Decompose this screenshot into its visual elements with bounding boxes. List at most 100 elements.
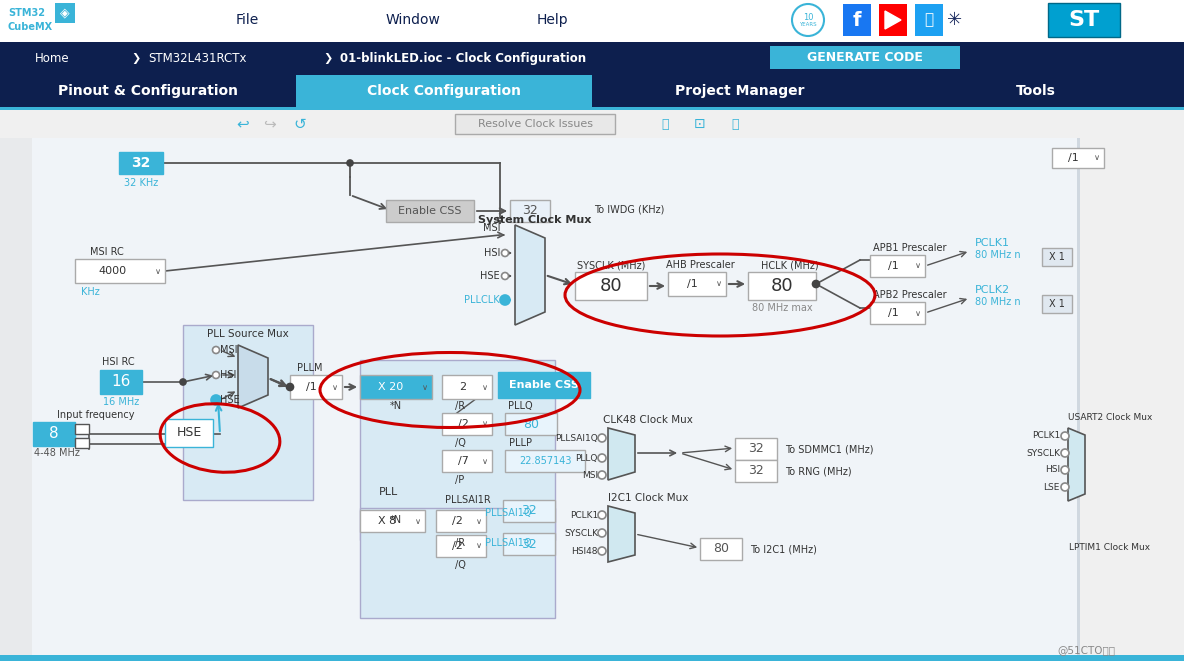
- Text: 4-48 MHz: 4-48 MHz: [34, 448, 81, 458]
- Bar: [0, 107, 1184, 110]
- Text: GENERATE CODE: GENERATE CODE: [807, 51, 924, 64]
- Polygon shape: [238, 345, 268, 408]
- Text: 8: 8: [50, 426, 59, 442]
- Text: PLLM: PLLM: [297, 363, 323, 373]
- Circle shape: [812, 280, 819, 288]
- Text: HSI48: HSI48: [572, 547, 598, 555]
- Circle shape: [598, 547, 606, 555]
- Text: LSE: LSE: [1043, 483, 1060, 492]
- Text: HSI: HSI: [483, 248, 500, 258]
- Text: STM32L431RCTx: STM32L431RCTx: [148, 52, 246, 65]
- Bar: [75, 438, 89, 448]
- Text: X 20: X 20: [378, 382, 403, 392]
- Bar: [915, 4, 942, 36]
- Bar: [120, 152, 163, 174]
- Text: 2: 2: [459, 382, 466, 392]
- Text: PLL: PLL: [379, 487, 398, 497]
- Text: PLLSAI1R: PLLSAI1R: [445, 495, 491, 505]
- Text: Help: Help: [536, 13, 568, 27]
- Text: /P: /P: [456, 475, 464, 485]
- Bar: [184, 325, 313, 500]
- Text: 32: 32: [748, 465, 764, 477]
- Text: /R: /R: [455, 538, 465, 548]
- Bar: [843, 4, 871, 36]
- Text: 10: 10: [803, 13, 813, 22]
- Text: PLLCLK: PLLCLK: [464, 295, 500, 305]
- Text: ∨: ∨: [482, 383, 488, 391]
- Text: ∨: ∨: [482, 420, 488, 428]
- Bar: [33, 422, 75, 446]
- Text: To I2C1 (MHz): To I2C1 (MHz): [749, 544, 817, 554]
- Bar: [748, 272, 816, 300]
- Text: ∨: ∨: [155, 266, 161, 276]
- Text: 80: 80: [599, 277, 623, 295]
- Text: PCLK1: PCLK1: [570, 510, 598, 520]
- Bar: [1077, 138, 1080, 661]
- Bar: [506, 413, 556, 435]
- Bar: [770, 46, 960, 69]
- Circle shape: [500, 295, 510, 305]
- Text: /Q: /Q: [455, 560, 465, 570]
- Polygon shape: [884, 11, 901, 29]
- Text: ✳: ✳: [947, 11, 963, 29]
- Text: ❯: ❯: [131, 53, 141, 64]
- Text: PCLK1: PCLK1: [1031, 432, 1060, 440]
- Bar: [360, 508, 555, 618]
- Text: HSI RC: HSI RC: [102, 357, 134, 367]
- Text: APB2 Prescaler: APB2 Prescaler: [873, 290, 947, 300]
- Text: Input frequency: Input frequency: [57, 410, 135, 420]
- Bar: [510, 200, 551, 222]
- Text: PLLSAI1Q: PLLSAI1Q: [484, 538, 532, 548]
- Circle shape: [287, 383, 294, 391]
- Text: SYSCLK: SYSCLK: [564, 529, 598, 537]
- Bar: [870, 255, 925, 277]
- Text: ∨: ∨: [915, 309, 921, 317]
- Text: PCLK2: PCLK2: [974, 285, 1010, 295]
- Text: HSI: HSI: [220, 370, 237, 380]
- Polygon shape: [609, 506, 635, 562]
- Text: 32: 32: [521, 537, 536, 551]
- Text: System Clock Mux: System Clock Mux: [478, 215, 592, 225]
- Bar: [1042, 295, 1072, 313]
- Text: Pinout & Configuration: Pinout & Configuration: [58, 84, 238, 98]
- Text: 32: 32: [131, 156, 150, 170]
- Text: 80 MHz n: 80 MHz n: [974, 297, 1021, 307]
- Bar: [503, 533, 555, 555]
- Bar: [506, 450, 585, 472]
- Bar: [436, 510, 485, 532]
- Text: MSI RC: MSI RC: [90, 247, 124, 257]
- Text: KHz: KHz: [81, 287, 99, 297]
- Text: HSI: HSI: [1044, 465, 1060, 475]
- Circle shape: [347, 160, 353, 166]
- Circle shape: [212, 346, 219, 354]
- Bar: [0, 0, 1184, 42]
- Text: To RNG (MHz): To RNG (MHz): [785, 466, 851, 476]
- Text: HCLK (MHz): HCLK (MHz): [761, 260, 819, 270]
- Text: /R: /R: [455, 401, 465, 411]
- Text: HSE: HSE: [176, 426, 201, 440]
- Text: *N: *N: [390, 515, 403, 525]
- Circle shape: [1061, 432, 1069, 440]
- Bar: [1053, 148, 1103, 168]
- Bar: [1042, 248, 1072, 266]
- Polygon shape: [515, 225, 545, 325]
- Text: Clock Configuration: Clock Configuration: [367, 84, 521, 98]
- Text: To IWDG (KHz): To IWDG (KHz): [594, 205, 664, 215]
- Bar: [0, 110, 1184, 138]
- Text: ∨: ∨: [915, 262, 921, 270]
- Text: File: File: [236, 13, 258, 27]
- Bar: [735, 460, 777, 482]
- Text: 16: 16: [111, 375, 130, 389]
- Text: *N: *N: [390, 401, 403, 411]
- Bar: [442, 450, 493, 472]
- Text: 80: 80: [713, 543, 729, 555]
- Text: 🔍: 🔍: [661, 118, 669, 130]
- Text: 80 MHz max: 80 MHz max: [752, 303, 812, 313]
- Bar: [503, 500, 555, 522]
- Bar: [360, 360, 555, 540]
- Text: Home: Home: [36, 52, 70, 65]
- Text: /1: /1: [1068, 153, 1079, 163]
- Text: Tools: Tools: [1016, 84, 1056, 98]
- Text: USART2 Clock Mux: USART2 Clock Mux: [1068, 414, 1152, 422]
- Circle shape: [598, 471, 606, 479]
